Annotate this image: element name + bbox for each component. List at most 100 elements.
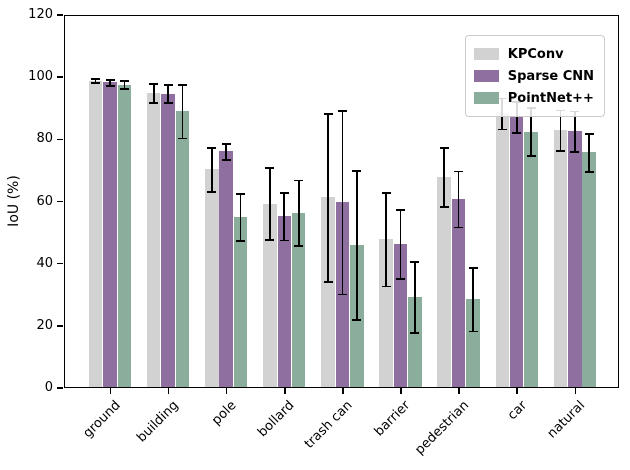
legend-swatch — [473, 48, 499, 60]
legend-swatch — [473, 70, 499, 82]
error-bar — [588, 133, 591, 172]
bar-sparse-cnn-pedestrian — [451, 198, 466, 387]
error-bar — [457, 171, 460, 228]
error-bar — [515, 101, 518, 133]
error-bar-cap — [279, 239, 289, 242]
legend-label: KPConv — [507, 46, 564, 62]
legend-item: Sparse CNN — [473, 65, 594, 87]
error-bar-cap — [163, 83, 173, 86]
error-bar — [283, 192, 286, 241]
x-tick-label: car — [504, 398, 530, 424]
error-bar-cap — [323, 113, 333, 115]
error-bar-cap — [91, 77, 101, 80]
error-bar-cap — [584, 170, 594, 173]
bar-sparse-cnn-pole — [219, 151, 233, 387]
bar-pointnet--barrier — [408, 296, 422, 387]
error-bar-cap — [119, 80, 129, 83]
error-bar-cap — [294, 179, 304, 182]
error-bar-cap — [352, 169, 362, 172]
x-tick-mark — [167, 388, 170, 394]
error-bar — [109, 79, 111, 86]
error-bar — [239, 194, 242, 241]
bar-pointnet--ground — [117, 84, 132, 387]
x-tick-mark — [574, 388, 577, 394]
error-bar-cap — [439, 206, 449, 209]
error-bar — [152, 84, 155, 103]
error-bar-cap — [178, 84, 187, 86]
error-bar-cap — [149, 101, 159, 104]
bar-pointnet--car — [524, 131, 538, 387]
error-bar-cap — [279, 191, 289, 194]
error-bar-cap — [454, 170, 464, 173]
error-bar-cap — [468, 267, 478, 270]
error-bar-cap — [337, 110, 347, 113]
bar-sparse-cnn-barrier — [393, 244, 408, 387]
error-bar-cap — [410, 261, 420, 263]
bar-kpconv-ground — [88, 80, 103, 387]
error-bar-cap — [236, 193, 246, 196]
bar-kpconv-barrier — [379, 239, 393, 387]
error-bar-cap — [294, 245, 304, 248]
x-tick-label: ground — [79, 398, 124, 442]
error-bar — [94, 78, 97, 84]
x-tick-mark — [516, 388, 518, 394]
error-bar — [573, 111, 576, 152]
error-bar-cap — [381, 285, 391, 288]
y-tick-mark — [57, 387, 63, 389]
y-tick-mark — [57, 262, 63, 265]
error-bar-cap — [221, 158, 231, 161]
error-bar-cap — [265, 167, 275, 170]
y-tick-mark — [57, 325, 63, 327]
bar-kpconv-car — [495, 113, 510, 387]
x-tick-label: pole — [209, 398, 240, 429]
error-bar — [327, 113, 329, 282]
error-bar-cap — [207, 190, 217, 193]
bar-sparse-cnn-car — [509, 116, 524, 387]
error-bar-cap — [105, 85, 115, 87]
x-tick-label: pedestrian — [411, 398, 472, 458]
y-tick-label: 0 — [44, 380, 53, 395]
error-bar-cap — [555, 150, 565, 152]
bar-kpconv-building — [146, 92, 161, 387]
error-bar — [385, 193, 387, 287]
error-bar-cap — [512, 132, 522, 134]
bar-pointnet--pole — [233, 216, 248, 387]
error-bar-cap — [119, 87, 129, 90]
error-bar-cap — [584, 132, 594, 135]
y-tick-mark — [57, 76, 63, 78]
y-tick-label: 40 — [36, 255, 53, 271]
error-bar — [341, 111, 344, 295]
y-tick-label: 60 — [36, 193, 53, 209]
error-bar — [210, 148, 213, 192]
x-tick-label: trash can — [301, 398, 356, 452]
bar-kpconv-bollard — [263, 203, 277, 387]
error-bar-cap — [178, 137, 187, 140]
y-tick-label: 120 — [28, 7, 53, 22]
error-bar-cap — [265, 238, 275, 241]
error-bar — [355, 170, 358, 321]
error-bar — [399, 210, 402, 279]
bar-kpconv-natural — [553, 130, 568, 387]
y-tick-mark — [57, 200, 63, 203]
legend-label: PointNet++ — [507, 90, 594, 106]
x-tick-label: barrier — [372, 398, 414, 440]
error-bar — [414, 261, 416, 333]
legend: KPConv Sparse CNN PointNet++ — [464, 35, 605, 117]
error-bar — [472, 268, 474, 332]
error-bar-cap — [236, 239, 246, 242]
error-bar-cap — [381, 192, 391, 195]
error-bar-cap — [410, 331, 420, 334]
error-bar — [443, 148, 446, 208]
error-bar-cap — [396, 209, 405, 212]
x-tick-mark — [400, 388, 402, 394]
error-bar-cap — [570, 150, 580, 153]
plot-area: KPConv Sparse CNN PointNet++ — [64, 15, 619, 388]
error-bar-cap — [468, 330, 478, 333]
bar-pointnet--natural — [582, 152, 596, 387]
bar-sparse-cnn-building — [161, 93, 175, 387]
error-bar — [225, 144, 228, 160]
error-bar-cap — [221, 143, 231, 145]
x-tick-mark — [284, 388, 286, 394]
bar-kpconv-pedestrian — [437, 177, 451, 387]
